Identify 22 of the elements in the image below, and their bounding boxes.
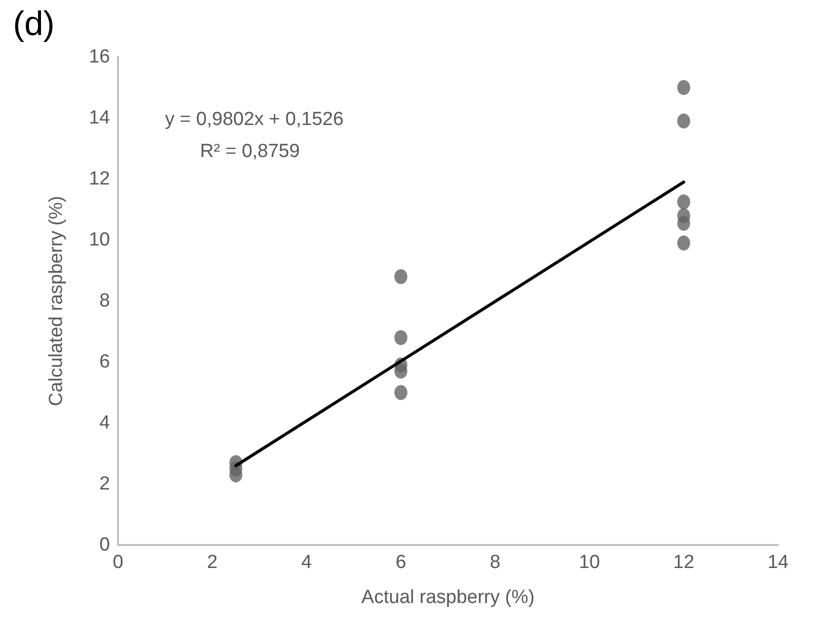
- chart-title: (d): [13, 5, 55, 43]
- annotation: y = 0,9802x + 0,1526: [165, 109, 344, 130]
- y-tick-label: 4: [99, 412, 110, 434]
- y-tick-label: 6: [99, 352, 110, 372]
- x-tick-label: 12: [673, 552, 694, 573]
- x-tick-label: 10: [578, 552, 600, 573]
- y-tick-label: 10: [88, 230, 110, 250]
- y-tick-label: 0: [99, 534, 110, 556]
- x-tick-label: 14: [767, 552, 789, 573]
- y-tick-label: 16: [88, 46, 110, 68]
- x-tick-label: 8: [490, 552, 500, 573]
- y-tick-label: 8: [99, 290, 110, 312]
- x-tick-label: 6: [396, 552, 406, 573]
- annotation: R² = 0,8759: [200, 141, 300, 162]
- x-tick-label: 4: [301, 552, 312, 573]
- x-tick-label: 2: [206, 552, 218, 573]
- y-tick-label: 14: [88, 108, 110, 128]
- y-tick-label: 2: [99, 474, 110, 494]
- y-axis-title: Calculated raspberry (%): [46, 196, 67, 406]
- x-tick-label: 0: [112, 552, 124, 573]
- y-tick-label: 12: [88, 168, 110, 190]
- x-axis-title: Actual raspberry (%): [361, 587, 535, 608]
